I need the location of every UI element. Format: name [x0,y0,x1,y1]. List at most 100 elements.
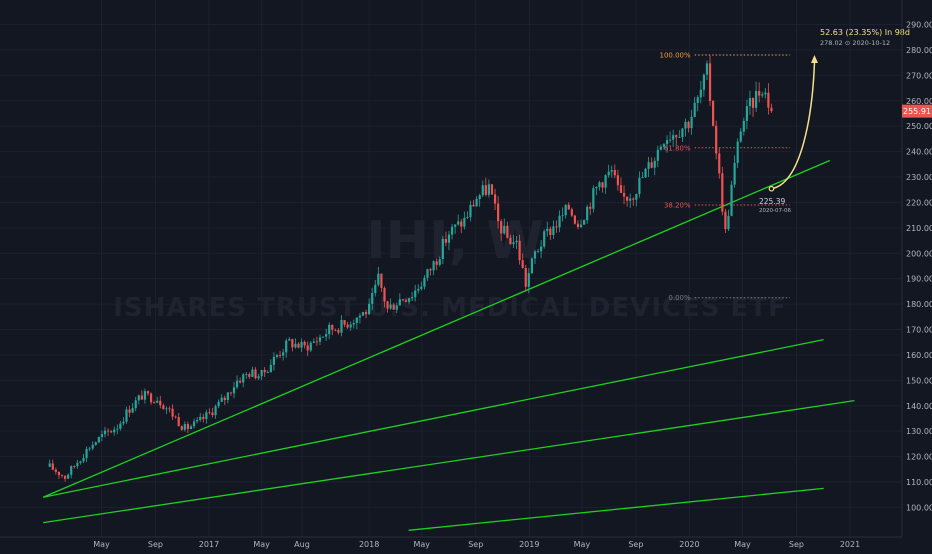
candle-body [199,416,202,421]
candle-body [343,320,346,325]
candle-body [57,471,61,476]
candle-body [770,107,773,112]
candle-body [63,475,67,479]
candle-body [168,408,171,410]
point-date-label: 2020-07-06 [759,208,791,214]
candle-body [690,116,693,129]
candle-body [432,261,435,271]
candle-body [521,260,524,269]
candle-body [257,376,260,379]
candle-body [278,355,282,356]
candle-body [751,97,755,108]
candle-body [174,416,177,418]
candle-body [712,100,715,126]
candle-body [48,463,51,467]
candle-body [128,409,131,413]
fib-level-label: 61.80% [664,144,691,152]
candle-body [558,215,561,228]
candle-body [662,144,666,147]
candle-body [398,299,401,306]
candle-body [515,240,518,243]
time-tick-label: May [253,540,270,549]
candle-body [125,409,128,422]
trendline[interactable] [408,487,824,531]
candle-body [730,184,733,216]
candle-body [407,298,411,302]
time-tick-label: May [414,540,431,549]
time-tick-label: Sep [148,540,163,549]
candle-body [626,196,629,201]
candle-body [254,369,257,379]
candle-body [632,198,635,200]
candle-body [656,149,659,161]
time-tick-label: May [574,540,591,549]
candle-body [79,461,82,463]
candle-body [736,141,739,163]
time-axis[interactable]: May Sep 2017 May Aug 2018 May Sep 2019 May Sep 2020… [0,536,902,549]
candle-body [604,175,607,188]
time-tick-label: Sep [628,540,643,549]
candle-body [328,324,331,335]
candle-body [500,221,503,234]
candle-body [334,329,337,331]
candle-body [487,184,491,195]
candle-body [647,162,650,169]
candle-body [337,330,340,333]
candle-body [318,337,322,342]
price-axis[interactable]: 100.00 110.00 120.00 130.00 140.00 150.00 160.… [901,0,932,537]
fib-level-label: 100.00% [660,51,691,59]
candle-body [622,192,626,197]
candle-body [411,297,414,299]
candle-body [450,226,454,235]
candle-body [404,300,408,302]
candle-body [693,102,696,117]
fibonacci-retracement[interactable]: 100.00% 61.80% 38.20% 0.00% [660,51,790,302]
time-tick-label: May [734,540,751,549]
candle-body [460,221,463,227]
price-tick-label: 120.00 [906,453,932,462]
candle-body [235,380,239,388]
projection-annotation[interactable]: 52.63 (23.35%) In 98d 278.02 ⊙ 2020-10-1… [759,28,910,214]
candle-body [567,204,570,210]
candle-body [761,94,764,96]
candle-body [54,469,57,472]
candle-body [727,215,730,230]
trendline[interactable] [42,159,831,498]
price-tick-label: 270.00 [906,71,932,80]
trendline[interactable] [43,339,824,498]
candle-body [463,218,466,227]
candle-body [555,226,558,228]
projection-arrow[interactable] [771,62,816,190]
candle-body [140,395,143,400]
candle-body [681,128,684,138]
candle-body [113,429,116,433]
candle-body [438,259,441,265]
price-tick-label: 170.00 [906,326,932,335]
candle-body [180,426,183,430]
price-tick-label: 230.00 [906,173,932,182]
price-tick-label: 130.00 [906,427,932,436]
candle-body [361,312,365,316]
time-tick-label: Sep [789,540,804,549]
time-tick-label: 2021 [840,540,860,549]
candle-body [414,290,417,298]
arrow-head-icon [810,54,818,63]
candle-body [395,305,398,310]
candle-body [478,195,481,200]
candle-body [119,423,122,429]
time-tick-label: 2019 [519,540,539,549]
last-price-value: 255.91 [903,107,931,116]
trendlines[interactable] [42,159,855,531]
candle-body [696,97,699,103]
projection-start-point[interactable] [768,185,775,192]
candle-body [331,324,334,330]
trendline[interactable] [43,400,855,524]
candle-body [484,185,487,195]
candle-body [672,135,675,140]
candle-body [549,228,552,235]
candle-body [702,74,705,90]
candle-body [503,225,506,234]
candle-body [82,458,85,462]
